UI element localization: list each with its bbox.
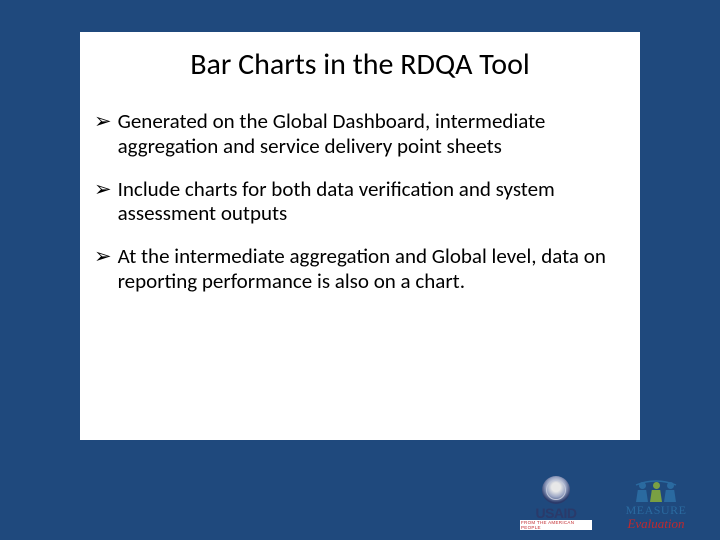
list-item: ➢ Generated on the Global Dashboard, int… [94, 109, 610, 159]
measure-subword: Evaluation [627, 517, 684, 530]
chevron-right-icon: ➢ [94, 177, 112, 202]
chevron-right-icon: ➢ [94, 244, 112, 269]
measure-wordmark: MEASURE [626, 504, 687, 516]
chevron-right-icon: ➢ [94, 109, 112, 134]
list-item: ➢ Include charts for both data verificat… [94, 177, 610, 227]
usaid-logo: USAID FROM THE AMERICAN PEOPLE [520, 474, 592, 530]
bullet-text: Generated on the Global Dashboard, inter… [118, 109, 610, 159]
content-panel: Bar Charts in the RDQA Tool ➢ Generated … [80, 32, 640, 440]
usaid-wordmark: USAID [535, 506, 576, 520]
footer-logos: USAID FROM THE AMERICAN PEOPLE MEASURE E… [520, 474, 700, 530]
slide-title: Bar Charts in the RDQA Tool [80, 46, 640, 83]
bullet-list: ➢ Generated on the Global Dashboard, int… [80, 109, 640, 294]
slide: Bar Charts in the RDQA Tool ➢ Generated … [0, 0, 720, 540]
measure-logo: MEASURE Evaluation [612, 474, 700, 530]
list-item: ➢ At the intermediate aggregation and Gl… [94, 244, 610, 294]
bullet-text: Include charts for both data verificatio… [118, 177, 610, 227]
usaid-tagline: FROM THE AMERICAN PEOPLE [520, 520, 592, 530]
measure-people-icon [634, 478, 678, 502]
bullet-text: At the intermediate aggregation and Glob… [118, 244, 610, 294]
usaid-seal-icon [542, 476, 570, 504]
